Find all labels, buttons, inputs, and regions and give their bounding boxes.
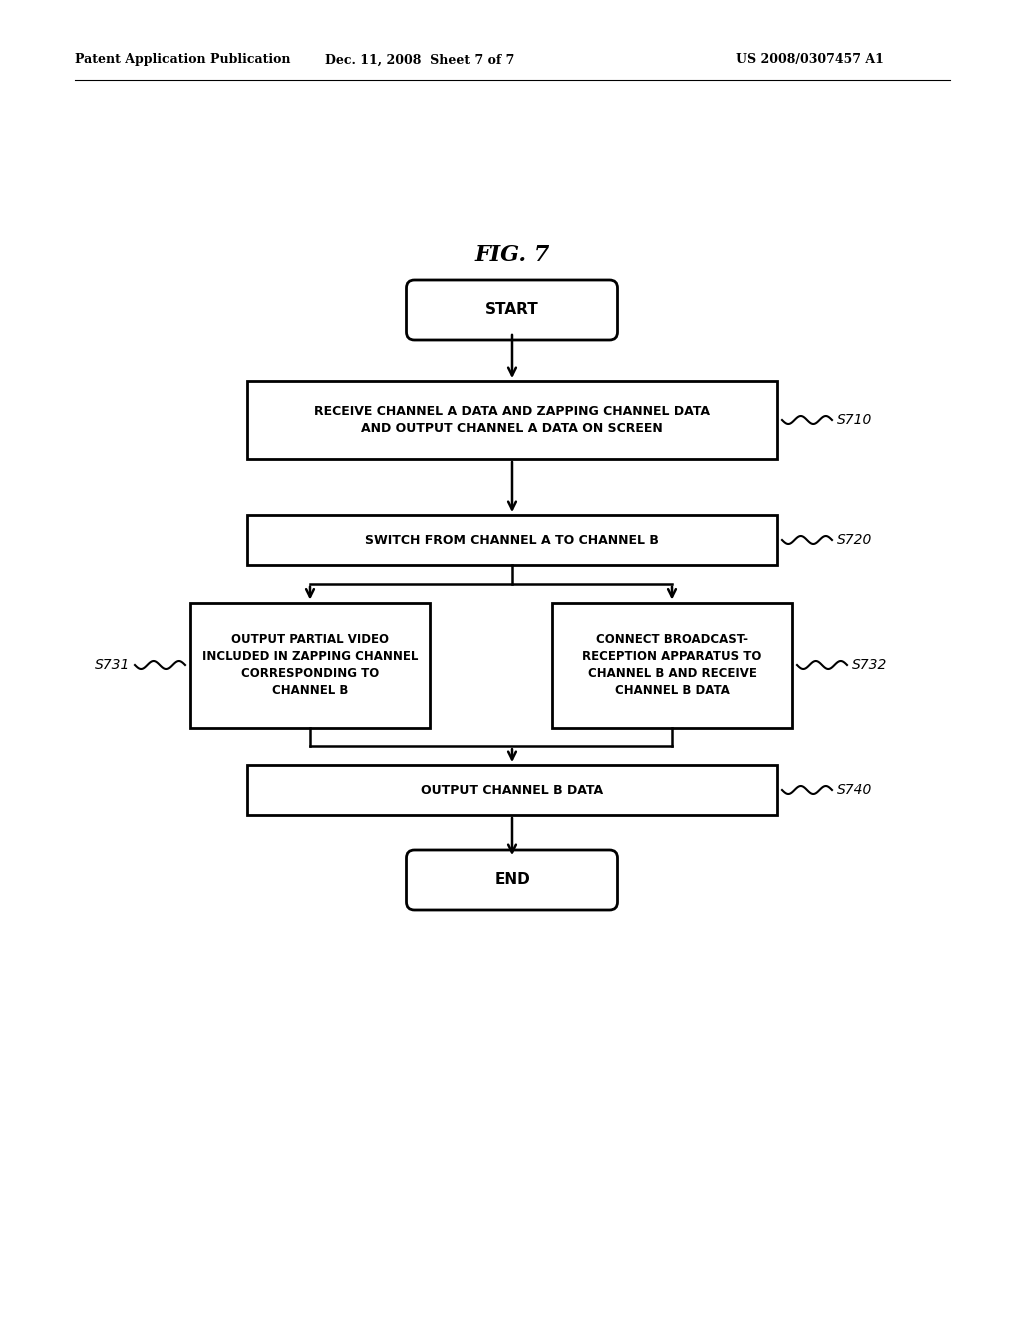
Text: OUTPUT PARTIAL VIDEO
INCLUDED IN ZAPPING CHANNEL
CORRESPONDING TO
CHANNEL B: OUTPUT PARTIAL VIDEO INCLUDED IN ZAPPING… bbox=[202, 634, 418, 697]
Bar bbox=[247, 515, 777, 565]
Text: FIG. 7: FIG. 7 bbox=[474, 244, 550, 267]
Bar bbox=[247, 381, 777, 459]
Text: RECEIVE CHANNEL A DATA AND ZAPPING CHANNEL DATA
AND OUTPUT CHANNEL A DATA ON SCR: RECEIVE CHANNEL A DATA AND ZAPPING CHANN… bbox=[314, 405, 710, 436]
Text: CONNECT BROADCAST-
RECEPTION APPARATUS TO
CHANNEL B AND RECEIVE
CHANNEL B DATA: CONNECT BROADCAST- RECEPTION APPARATUS T… bbox=[583, 634, 762, 697]
Text: END: END bbox=[495, 873, 529, 887]
Text: OUTPUT CHANNEL B DATA: OUTPUT CHANNEL B DATA bbox=[421, 784, 603, 796]
FancyBboxPatch shape bbox=[407, 850, 617, 909]
Bar bbox=[552, 602, 792, 727]
Bar bbox=[190, 602, 430, 727]
Text: S732: S732 bbox=[852, 657, 888, 672]
Text: SWITCH FROM CHANNEL A TO CHANNEL B: SWITCH FROM CHANNEL A TO CHANNEL B bbox=[366, 533, 658, 546]
Text: Dec. 11, 2008  Sheet 7 of 7: Dec. 11, 2008 Sheet 7 of 7 bbox=[326, 54, 515, 66]
Text: S731: S731 bbox=[94, 657, 130, 672]
Bar bbox=[247, 766, 777, 814]
Text: US 2008/0307457 A1: US 2008/0307457 A1 bbox=[736, 54, 884, 66]
Text: Patent Application Publication: Patent Application Publication bbox=[75, 54, 291, 66]
Text: S720: S720 bbox=[837, 533, 872, 546]
Text: START: START bbox=[485, 302, 539, 318]
Text: S710: S710 bbox=[837, 413, 872, 426]
FancyBboxPatch shape bbox=[407, 280, 617, 341]
Text: S740: S740 bbox=[837, 783, 872, 797]
